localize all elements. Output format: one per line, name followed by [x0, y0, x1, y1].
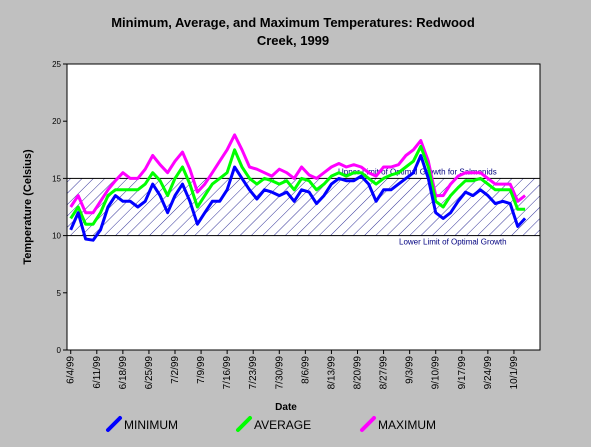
x-tick-label: 7/16/99 [222, 356, 233, 390]
x-tick-label: 7/2/99 [170, 356, 181, 384]
x-tick-label: 8/27/99 [379, 356, 390, 390]
x-tick-label: 7/30/99 [274, 356, 285, 390]
legend-label: MINIMUM [124, 418, 178, 432]
y-tick-label: 0 [57, 346, 62, 355]
y-tick-label: 20 [52, 117, 61, 126]
y-tick-label: 15 [52, 174, 61, 183]
legend-swatch [106, 416, 122, 432]
legend-label: MAXIMUM [378, 418, 436, 432]
x-tick-label: 6/11/99 [92, 356, 103, 389]
x-tick-label: 8/6/99 [300, 356, 311, 384]
x-tick-label: 6/25/99 [144, 356, 155, 390]
x-tick-label: 8/20/99 [353, 356, 364, 390]
x-tick-label: 9/10/99 [431, 356, 442, 390]
legend-swatch [360, 416, 376, 432]
annotation: Lower Limit of Optimal Growth [399, 238, 507, 247]
annotation: Upper Limit of Optimal Growth for Salmon… [338, 167, 497, 176]
data-line [69, 154, 527, 242]
x-tick-label: 6/4/99 [66, 356, 77, 384]
x-tick-label: 10/1/99 [509, 356, 520, 390]
x-tick-label: 9/24/99 [483, 356, 494, 390]
legend-label: AVERAGE [254, 418, 311, 432]
chart-title: Minimum, Average, and Maximum Temperatur… [111, 15, 475, 30]
y-tick-label: 10 [52, 232, 61, 241]
x-tick-label: 9/3/99 [405, 356, 416, 384]
plot-border [66, 63, 541, 351]
data-line [69, 144, 526, 226]
optimal-band [66, 177, 541, 237]
y-axis-label: Temperature (Celsius) [22, 149, 34, 265]
x-tick-label: 9/17/99 [457, 356, 468, 390]
y-tick-label: 25 [52, 60, 61, 69]
y-tick-label: 5 [57, 289, 62, 298]
legend-swatch [236, 416, 252, 432]
x-tick-label: 8/13/99 [326, 356, 337, 390]
data-line [69, 133, 527, 215]
chart-title: Creek, 1999 [257, 33, 329, 48]
x-axis-label: Date [275, 402, 297, 413]
x-tick-label: 7/9/99 [196, 356, 207, 384]
x-tick-label: 6/18/99 [118, 356, 129, 390]
x-tick-label: 7/23/99 [248, 356, 259, 390]
